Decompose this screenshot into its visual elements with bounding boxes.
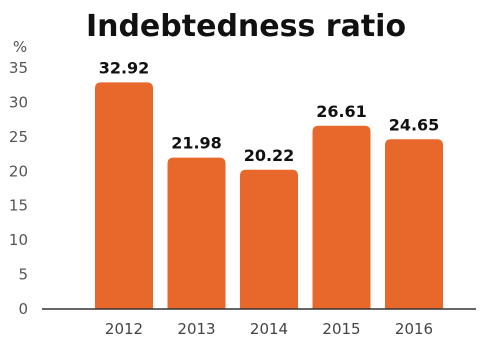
bar-2015 — [312, 125, 371, 309]
x-axis-labels: 2012 2013 2014 2015 2016 — [105, 320, 433, 338]
y-tick-label: 35 — [9, 59, 28, 77]
y-tick-label: 5 — [18, 266, 28, 284]
bar-2014 — [240, 169, 298, 309]
bar-2016 — [385, 139, 443, 309]
y-tick-label: 30 — [9, 93, 28, 111]
bar-2012 — [95, 82, 153, 309]
bar-2013 — [167, 157, 226, 309]
y-tick-label: 0 — [18, 300, 28, 318]
y-tick-label: 10 — [9, 231, 28, 249]
value-label-2016: 24.65 — [389, 115, 440, 134]
y-tick-label: 15 — [9, 197, 28, 215]
value-label-2013: 21.98 — [171, 134, 222, 153]
y-axis-ticks: 0 5 10 15 20 25 30 35 — [9, 59, 28, 318]
x-tick-label-2016: 2016 — [395, 320, 433, 338]
bars-group — [95, 82, 443, 309]
x-tick-label-2014: 2014 — [250, 320, 288, 338]
y-axis-unit-label: % — [13, 38, 27, 56]
value-label-2012: 32.92 — [99, 58, 150, 77]
value-labels-group: 32.92 21.98 20.22 26.61 24.65 — [99, 58, 440, 164]
value-label-2015: 26.61 — [316, 102, 367, 121]
x-tick-label-2013: 2013 — [177, 320, 215, 338]
y-tick-label: 25 — [9, 128, 28, 146]
x-tick-label-2012: 2012 — [105, 320, 143, 338]
value-label-2014: 20.22 — [244, 146, 295, 165]
chart-title: Indebtedness ratio — [86, 9, 406, 44]
y-tick-label: 20 — [9, 162, 28, 180]
x-tick-label-2015: 2015 — [322, 320, 360, 338]
